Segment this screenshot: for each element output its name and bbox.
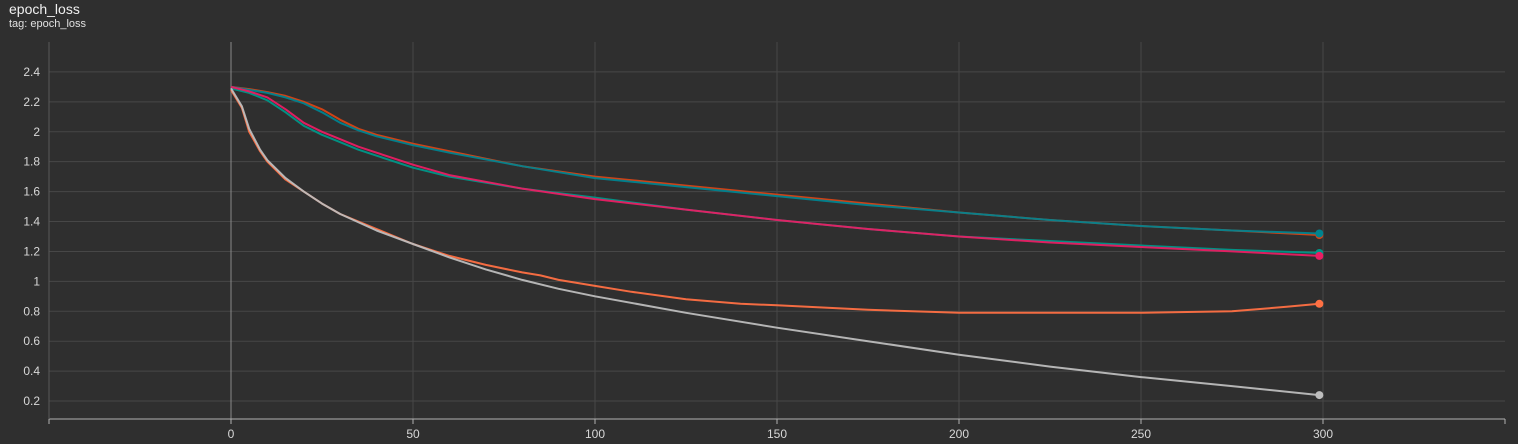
series-line (230, 87, 1320, 254)
axes (48, 42, 1506, 424)
y-tick-label: 0.8 (23, 304, 40, 318)
y-tick-label: 2.2 (23, 95, 40, 109)
y-tick-label: 0.6 (23, 334, 40, 348)
x-tick-label: 300 (1313, 427, 1333, 441)
x-tick-label: 100 (585, 427, 605, 441)
y-tick-label: 1 (33, 274, 40, 288)
series-line (230, 87, 1320, 397)
series-endpoint (1315, 299, 1324, 308)
series-endpoint (1315, 391, 1324, 400)
y-tick-label: 2 (33, 125, 40, 139)
y-tick-label: 2.4 (23, 65, 40, 79)
y-tick-label: 1.2 (23, 244, 40, 258)
x-tick-label: 200 (949, 427, 969, 441)
series-line (230, 85, 1320, 257)
series-endpoint (1315, 251, 1324, 260)
x-tick-label: 150 (767, 427, 787, 441)
x-tick-label: 250 (1131, 427, 1151, 441)
chart-subtitle: tag: epoch_loss (9, 18, 87, 30)
series-line (230, 89, 1320, 314)
y-tick-label: 1.6 (23, 185, 40, 199)
y-tick-label: 0.4 (23, 364, 40, 378)
series-endpoint (1315, 229, 1324, 238)
grid (49, 42, 1505, 419)
y-tick-label: 0.2 (23, 394, 40, 408)
y-tick-label: 1.4 (23, 215, 40, 229)
y-tick-label: 1.8 (23, 155, 40, 169)
x-tick-label: 50 (406, 427, 420, 441)
x-tick-label: 0 (228, 427, 235, 441)
tick-labels: 0.2 0.4 0.6 0.8 1 1.2 1.4 1.6 1.8 2 2.2 2.4 0 50 100 15… (23, 65, 1333, 441)
series-line (230, 85, 1320, 235)
series-lines (230, 85, 1324, 400)
chart-title: epoch_loss (9, 1, 80, 17)
